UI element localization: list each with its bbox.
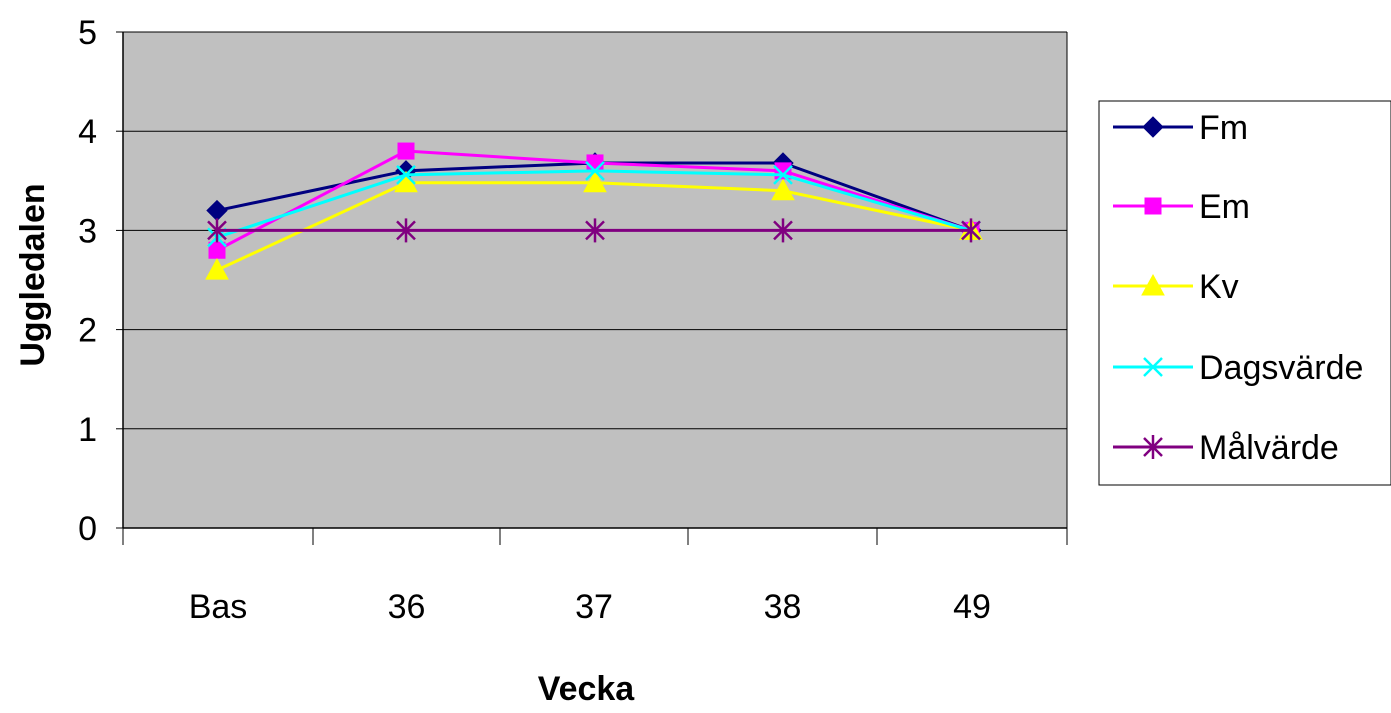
legend-label: Em [1199,188,1250,226]
y-tick-label: 2 [78,312,97,350]
x-tick-label: 49 [953,588,991,626]
x-tick-label: 36 [388,588,426,626]
x-tick-label: Bas [189,588,248,626]
y-tick-label: 0 [78,510,97,548]
y-tick-label: 5 [78,14,97,52]
data-point [398,143,414,159]
x-axis-title: Vecka [538,670,636,708]
legend-label: Målvärde [1199,429,1339,467]
legend: Fm Em Kv Dagsvärde Målvärde [1099,101,1391,485]
y-axis-title: Uggledalen [14,183,52,366]
legend-label: Kv [1199,268,1239,306]
y-tick-label: 3 [78,212,97,250]
legend-label: Dagsvärde [1199,349,1363,387]
x-tick-label: 38 [764,588,802,626]
y-tick-label: 1 [78,411,97,449]
plot-area [123,32,1067,528]
data-point [587,155,603,171]
legend-marker [1145,198,1161,214]
legend-label: Fm [1199,109,1248,147]
x-tick-label: 37 [575,588,613,626]
y-tick-label: 4 [78,113,97,151]
